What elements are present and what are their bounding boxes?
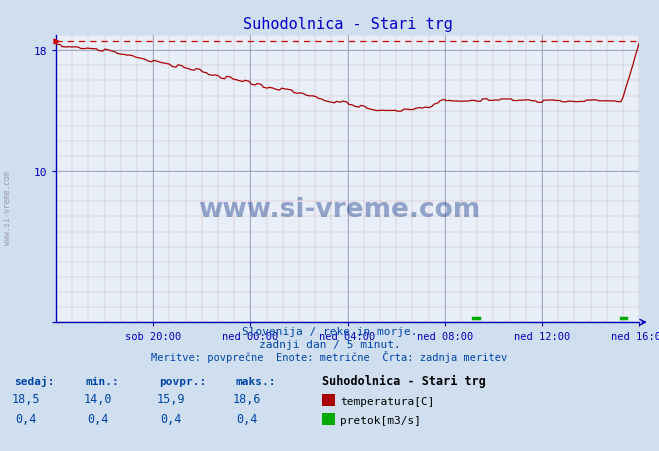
Text: 0,4: 0,4 <box>237 412 258 425</box>
Title: Suhodolnica - Stari trg: Suhodolnica - Stari trg <box>243 17 453 32</box>
Text: www.si-vreme.com: www.si-vreme.com <box>3 170 13 244</box>
Text: temperatura[C]: temperatura[C] <box>340 396 434 406</box>
Text: 0,4: 0,4 <box>16 412 37 425</box>
Text: 14,0: 14,0 <box>83 392 112 405</box>
Text: min.:: min.: <box>86 376 119 386</box>
Text: 0,4: 0,4 <box>87 412 108 425</box>
Text: Meritve: povprečne  Enote: metrične  Črta: zadnja meritev: Meritve: povprečne Enote: metrične Črta:… <box>152 350 507 362</box>
Text: www.si-vreme.com: www.si-vreme.com <box>198 197 480 223</box>
Text: 18,6: 18,6 <box>233 392 262 405</box>
Text: Slovenija / reke in morje.: Slovenija / reke in morje. <box>242 327 417 336</box>
Text: 15,9: 15,9 <box>157 392 186 405</box>
Text: 0,4: 0,4 <box>161 412 182 425</box>
Text: povpr.:: povpr.: <box>159 376 207 386</box>
Text: pretok[m3/s]: pretok[m3/s] <box>340 415 421 425</box>
Text: zadnji dan / 5 minut.: zadnji dan / 5 minut. <box>258 339 401 349</box>
Text: sedaj:: sedaj: <box>14 375 55 386</box>
Text: Suhodolnica - Stari trg: Suhodolnica - Stari trg <box>322 374 486 387</box>
Text: maks.:: maks.: <box>235 376 275 386</box>
Text: 18,5: 18,5 <box>12 392 41 405</box>
